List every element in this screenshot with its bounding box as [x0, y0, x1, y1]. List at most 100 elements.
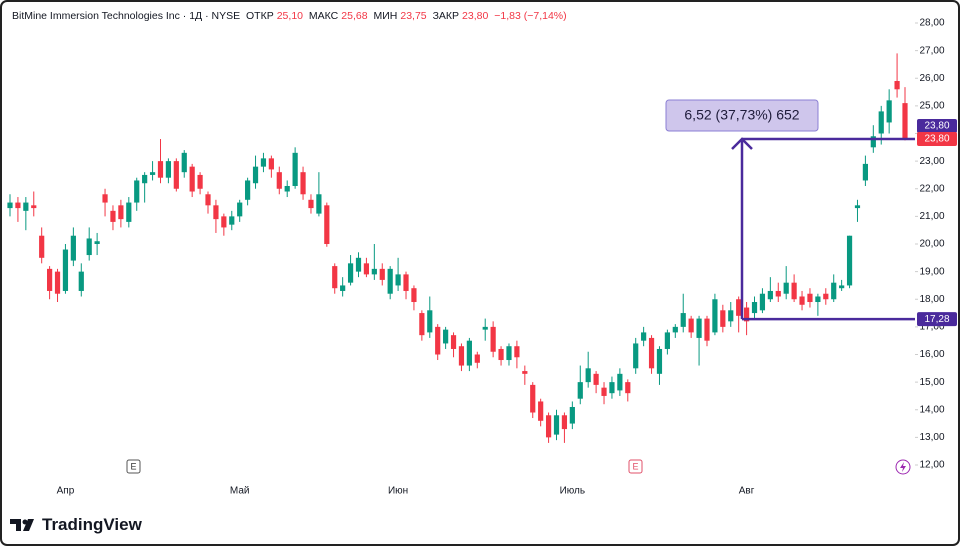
- candle-body: [823, 293, 829, 300]
- symbol-title: BitMine Immersion Technologies Inc · 1Д …: [12, 10, 241, 22]
- candle-body: [704, 318, 710, 341]
- candle-body: [807, 293, 813, 303]
- candle-body: [846, 235, 853, 286]
- x-tick-label: Авг: [739, 486, 755, 497]
- x-tick-label: Апр: [57, 486, 75, 497]
- stat-value: 23,75: [400, 10, 427, 22]
- candle-body: [680, 313, 686, 327]
- event-icon[interactable]: E: [126, 459, 141, 474]
- stat-value: 25,10: [276, 10, 303, 22]
- svg-text:E: E: [632, 461, 638, 471]
- arrow-head: [731, 137, 753, 150]
- measure-label: 6,52 (37,73%) 652: [684, 107, 799, 123]
- y-tick-label: 13,00: [919, 432, 944, 443]
- candle-body: [625, 382, 631, 394]
- candle-body: [23, 202, 29, 211]
- y-tick-label: 27,00: [919, 45, 944, 56]
- candle-body: [664, 332, 670, 349]
- stat-change: −1,83 (−7,14%): [494, 10, 567, 22]
- y-tick-label: 25,00: [919, 101, 944, 112]
- event-icon[interactable]: [895, 459, 911, 475]
- candle-body: [870, 136, 876, 148]
- candle-body: [260, 158, 267, 167]
- candle-body: [435, 326, 441, 355]
- candle-body: [736, 299, 742, 316]
- y-tick-label: 21,00: [919, 211, 944, 222]
- candle-body: [490, 326, 496, 352]
- x-tick-label: Июль: [560, 486, 586, 497]
- candle-body: [229, 216, 235, 225]
- stat-label: ЗАКР: [432, 10, 460, 22]
- candle-body: [31, 205, 37, 209]
- measure-box: [665, 99, 819, 132]
- candle-body: [831, 282, 837, 300]
- x-tick-label: Июн: [388, 486, 408, 497]
- candle-body: [601, 387, 607, 396]
- candle-body: [118, 205, 124, 220]
- candle-body: [854, 205, 861, 209]
- candle-body: [886, 100, 892, 123]
- y-tick-label: 23,00: [919, 156, 944, 167]
- candle-body: [332, 266, 338, 289]
- stat-label: МАКС: [308, 10, 339, 22]
- event-icon[interactable]: E: [628, 459, 643, 474]
- candle-body: [799, 296, 805, 305]
- candle-body: [70, 235, 76, 261]
- candle-body: [553, 415, 560, 435]
- candle-body: [411, 288, 417, 303]
- candle-body: [609, 382, 615, 394]
- candle-body: [252, 166, 259, 184]
- candle-body: [656, 348, 663, 374]
- candle-body: [205, 194, 211, 206]
- candle-body: [712, 299, 718, 333]
- y-tick-label: 26,00: [919, 73, 944, 84]
- candle-body: [458, 346, 465, 366]
- candle-body: [633, 343, 639, 369]
- candle-body: [7, 202, 13, 209]
- candle-body: [149, 172, 156, 175]
- brand[interactable]: TradingView: [10, 515, 142, 535]
- candle-body: [530, 384, 536, 413]
- y-tick-label: 28,00: [919, 18, 944, 29]
- candle-body: [839, 285, 845, 289]
- candle-body: [569, 406, 575, 424]
- candle-body: [197, 174, 203, 189]
- candle-body: [403, 274, 409, 291]
- stat-label: МИН: [373, 10, 398, 22]
- candle-body: [759, 293, 766, 311]
- candle-body: [268, 158, 274, 170]
- candle-body: [672, 326, 678, 333]
- candle-body: [173, 161, 179, 189]
- candle-body: [15, 202, 21, 209]
- candle-body: [86, 238, 92, 256]
- candle-body: [47, 268, 53, 291]
- candle-body: [62, 249, 69, 291]
- candle-body: [498, 348, 504, 361]
- candle-body: [308, 199, 314, 209]
- brand-logo: [10, 519, 34, 531]
- candle-body: [728, 310, 734, 322]
- candle-body: [427, 310, 433, 333]
- last-price-tag: [917, 132, 957, 147]
- y-tick-label: 19,00: [919, 266, 944, 277]
- candle-body: [78, 271, 84, 291]
- candle-body: [284, 185, 290, 192]
- candle-body: [791, 282, 797, 300]
- candle-body: [142, 174, 148, 184]
- svg-text:E: E: [130, 461, 136, 471]
- candle-body: [720, 310, 726, 327]
- legend-header: BitMine Immersion Technologies Inc · 1Д …: [12, 10, 570, 22]
- candle-body: [878, 111, 884, 134]
- candle-body: [443, 329, 449, 344]
- candle-body: [213, 205, 219, 220]
- y-tick-label: 17,00: [919, 322, 944, 333]
- candle-body: [300, 172, 306, 195]
- candle-body: [355, 257, 362, 272]
- candle-body: [561, 415, 568, 430]
- candle-body: [189, 166, 195, 192]
- candle-body: [902, 103, 908, 140]
- candle-body: [316, 194, 322, 214]
- candle-body: [419, 313, 425, 336]
- price-tag: [917, 312, 957, 327]
